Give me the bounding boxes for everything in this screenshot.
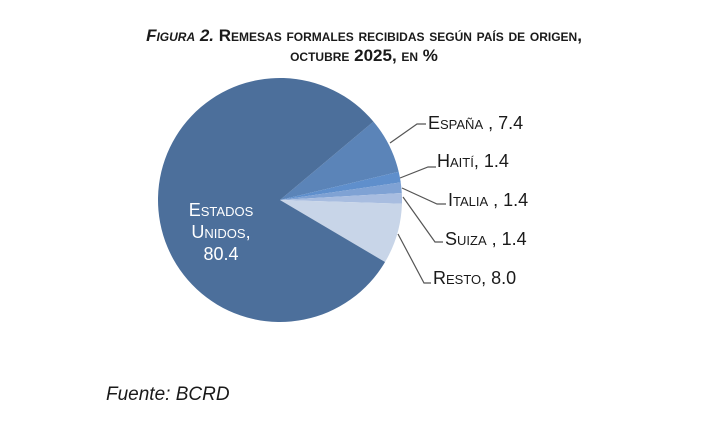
pie-slice-estados-unidos — [157, 77, 386, 322]
chart-title-line1: Figura 2. Remesas formales recibidas seg… — [0, 26, 728, 46]
leader-line-haiti — [399, 166, 436, 179]
source-note: Fuente: BCRD — [106, 384, 230, 405]
leader-line-espana — [389, 123, 426, 144]
pie-slice-resto — [280, 200, 402, 263]
pie-slice-suiza — [280, 193, 402, 204]
leader-line-resto — [397, 233, 431, 284]
leader-line-suiza — [402, 196, 443, 243]
label-estados-unidos-line2: Unidos, — [191, 222, 250, 242]
chart-title-line2: octubre 2025, en % — [290, 46, 438, 65]
pie-slices — [157, 77, 402, 322]
pie-slice-espana — [280, 121, 399, 200]
leader-lines — [389, 123, 446, 284]
label-italia: Italia , 1.4 — [448, 190, 528, 210]
label-suiza: Suiza , 1.4 — [445, 229, 527, 249]
leader-line-italia — [401, 187, 446, 205]
pie-slice-haiti — [280, 171, 401, 200]
pie-slice-italia — [280, 182, 402, 200]
figure-label: Figura 2. — [146, 26, 215, 45]
label-estados-unidos-line1: Estados — [189, 200, 254, 220]
chart-title-text: Remesas formales recibidas según país de… — [218, 26, 582, 45]
label-haiti: Haití, 1.4 — [437, 151, 509, 171]
label-espana: España , 7.4 — [428, 113, 523, 133]
label-resto: Resto, 8.0 — [433, 268, 516, 288]
label-estados-unidos-line3: 80.4 — [203, 244, 238, 264]
